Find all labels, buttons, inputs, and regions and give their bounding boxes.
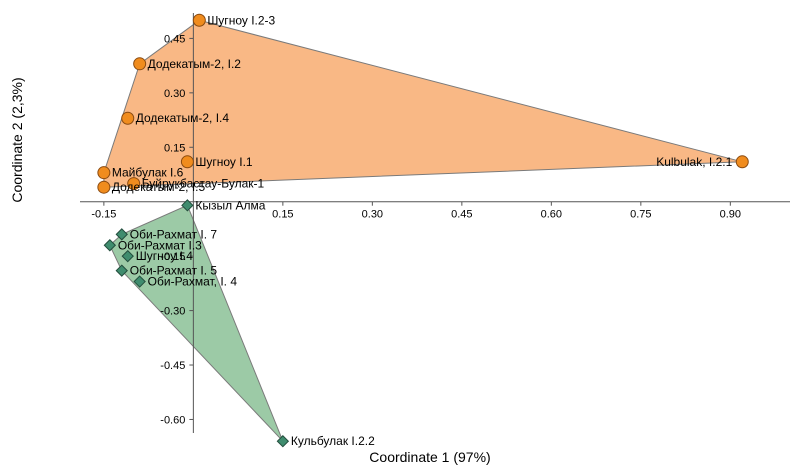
point-label: Майбулак I.6 xyxy=(112,166,184,180)
point-label: Додекатым-2, I.5 xyxy=(112,180,206,194)
y-tick-label: -0.60 xyxy=(160,414,185,426)
point-label: Кызыл Алма xyxy=(195,198,265,212)
data-point-diamond xyxy=(115,264,128,277)
x-tick-label: -0.15 xyxy=(91,209,116,221)
point-label: Додекатым-2, I.2 xyxy=(148,57,242,71)
point-label: Додекатым-2, I.4 xyxy=(136,111,230,125)
data-point-diamond xyxy=(133,275,146,288)
point-label: Оби-Рахмат I.3 xyxy=(118,238,202,252)
y-tick-label: 0.45 xyxy=(164,33,185,45)
data-point-circle xyxy=(735,155,749,169)
data-point-circle xyxy=(180,155,194,169)
point-label: Шугноу I.2-3 xyxy=(207,13,275,27)
point-label: Оби-Рахмат I. 5 xyxy=(130,264,218,278)
y-axis-title: Coordinate 2 (2,3%) xyxy=(9,77,25,202)
data-point-circle xyxy=(121,111,135,125)
x-tick-label: 0.30 xyxy=(362,209,383,221)
data-point-circle xyxy=(97,166,111,180)
x-tick-label: 0.60 xyxy=(541,209,562,221)
axes: -0.15 0.15 0.30 0.45 0.60 0.75 0.90 0.45 0.30 0.1… xyxy=(80,13,790,433)
y-tick-label: 0.15 xyxy=(164,142,185,154)
data-point-diamond xyxy=(276,435,290,448)
x-tick-label: 0.15 xyxy=(272,209,293,221)
point-label: Кульбулак I.2.2 xyxy=(291,434,375,448)
y-tick-label: -0.45 xyxy=(160,360,185,372)
y-tick-label: -0.15 xyxy=(160,251,185,263)
point-label: Оби-Рахмат I. 7 xyxy=(130,227,218,241)
point-label: Буйрукбастау-Булак-1 xyxy=(142,177,265,191)
x-tick-label: 0.45 xyxy=(451,209,472,221)
data-point-diamond xyxy=(115,228,128,241)
data-point-diamond xyxy=(181,199,194,212)
point-label: Шугноу I.1 xyxy=(195,155,253,169)
x-axis-title: Coordinate 1 (97%) xyxy=(369,449,490,465)
point-label: Оби-Рахмат, I. 4 xyxy=(148,275,238,289)
x-tick-label: 0.75 xyxy=(630,209,651,221)
point-label: Шугноу I.4 xyxy=(136,249,194,263)
point-labels: Шугноу I.2-3 Додекатым-2, I.2 Додекатым-2,… xyxy=(112,13,733,448)
data-point-circle xyxy=(97,180,111,194)
data-point-circle xyxy=(192,13,206,27)
data-point-circle xyxy=(127,177,141,191)
data-points xyxy=(97,13,749,448)
data-point-diamond xyxy=(121,249,134,263)
y-tick-label: -0.30 xyxy=(160,306,185,318)
data-point-circle xyxy=(133,57,147,71)
y-tick-label: 0.30 xyxy=(164,88,185,100)
data-point-diamond xyxy=(103,239,117,252)
x-tick-label: 0.90 xyxy=(720,209,741,221)
point-label: Kulbulak, I.2.1 xyxy=(656,155,732,169)
